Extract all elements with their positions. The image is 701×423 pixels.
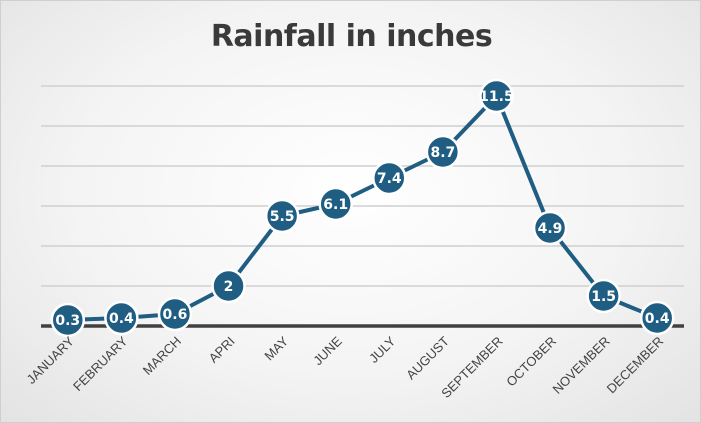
x-tick-label: APRI (206, 334, 238, 366)
x-tick-label: FEBRUARY (70, 333, 131, 394)
data-point: 5.5 (264, 198, 300, 234)
data-label: 4.9 (538, 221, 563, 237)
data-point: 0.4 (104, 300, 139, 336)
data-label: 0.4 (109, 311, 134, 327)
data-point-marker (318, 186, 353, 222)
data-point-marker (479, 78, 514, 114)
data-point: 4.9 (532, 210, 568, 246)
data-label: 0.6 (163, 307, 188, 323)
data-point-marker (50, 302, 86, 338)
chart-title: Rainfall in inches (210, 19, 493, 54)
data-point: 6.1 (318, 186, 353, 222)
x-tick-label: MAY (261, 333, 291, 363)
data-label: 2 (224, 279, 234, 295)
data-point-marker (586, 278, 621, 314)
markers-layer: 0.3 0.4 0.6 2 5.5 6.1 7.4 8.7 11.5 4.9 1.5 0.4 (50, 78, 675, 338)
data-point: 1.5 (586, 278, 621, 314)
data-label: 0.4 (645, 311, 670, 327)
x-tick-label: AUGUST (403, 333, 452, 382)
data-label: 0.3 (55, 313, 80, 329)
x-tick-label: MARCH (140, 334, 184, 378)
data-label: 8.7 (430, 145, 455, 161)
data-label: 6.1 (323, 197, 348, 213)
data-point-marker (372, 160, 407, 196)
data-point: 8.7 (425, 134, 461, 170)
data-label: 1.5 (591, 289, 616, 305)
data-point: 2 (211, 268, 246, 304)
data-label: 11.5 (479, 89, 514, 105)
x-tick-label: JUNE (310, 333, 345, 368)
data-label: 5.5 (270, 209, 295, 225)
x-tick-label: NOVEMBER (550, 334, 613, 397)
data-point: 0.3 (50, 302, 86, 338)
gridlines (41, 85, 684, 328)
data-point: 0.4 (639, 300, 675, 336)
x-tick-label: OCTOBER (503, 334, 559, 390)
data-point-marker (104, 300, 139, 336)
x-tick-label: JANUARY (24, 333, 78, 387)
data-point-marker (264, 198, 300, 234)
data-point-marker (532, 210, 568, 246)
data-point-marker (211, 268, 246, 304)
data-label: 7.4 (377, 171, 402, 187)
data-point: 0.6 (157, 296, 193, 332)
data-point: 7.4 (372, 160, 407, 196)
x-tick-label: JULY (366, 333, 399, 366)
data-point-marker (157, 296, 193, 332)
data-point-marker (425, 134, 461, 170)
data-point: 11.5 (479, 78, 514, 114)
data-point-marker (639, 300, 675, 336)
x-tick-label: DECEMBER (604, 334, 667, 397)
